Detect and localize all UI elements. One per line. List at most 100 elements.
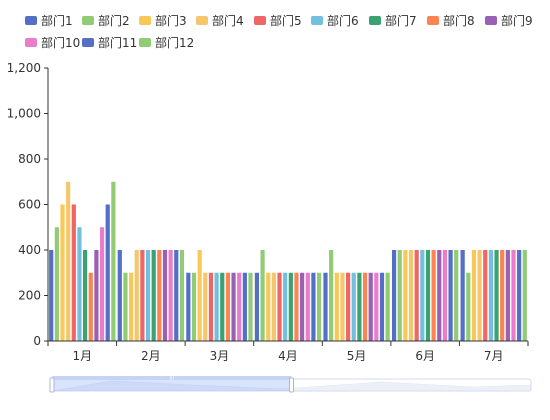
bar[interactable] xyxy=(220,272,225,341)
bar[interactable] xyxy=(517,250,522,341)
bar[interactable] xyxy=(266,272,271,341)
bar[interactable] xyxy=(151,250,156,341)
data-zoom-slider[interactable]: ||| xyxy=(49,375,532,393)
bar[interactable] xyxy=(88,272,93,341)
bar[interactable] xyxy=(94,250,99,341)
bar[interactable] xyxy=(83,250,88,341)
legend-item[interactable]: 部门10 xyxy=(25,35,80,50)
bar[interactable] xyxy=(248,272,253,341)
bar[interactable] xyxy=(283,272,288,341)
bar[interactable] xyxy=(111,181,116,341)
legend-item[interactable]: 部门2 xyxy=(82,13,130,28)
bar[interactable] xyxy=(351,272,356,341)
bar[interactable] xyxy=(191,272,197,341)
bar[interactable] xyxy=(203,272,208,341)
bar[interactable] xyxy=(346,272,351,341)
bar[interactable] xyxy=(186,272,191,341)
bar[interactable] xyxy=(145,250,151,341)
bar[interactable] xyxy=(66,181,71,341)
bar[interactable] xyxy=(385,272,390,341)
bar[interactable] xyxy=(214,272,219,341)
bar[interactable] xyxy=(391,250,397,341)
bar[interactable] xyxy=(316,272,322,341)
bar[interactable] xyxy=(340,272,345,341)
bar[interactable] xyxy=(494,250,499,341)
bar[interactable] xyxy=(403,250,408,341)
bar[interactable] xyxy=(431,250,436,341)
legend-item[interactable]: 部门9 xyxy=(485,13,533,28)
bar[interactable] xyxy=(305,272,310,341)
zoom-grip-icon[interactable]: ||| xyxy=(169,375,174,381)
bar[interactable] xyxy=(105,204,110,342)
bar[interactable] xyxy=(454,250,459,341)
bar[interactable] xyxy=(197,250,202,341)
zoom-selected-range[interactable] xyxy=(52,379,292,391)
bar[interactable] xyxy=(231,272,236,341)
bar[interactable] xyxy=(99,227,105,341)
bar[interactable] xyxy=(237,272,242,341)
bar[interactable] xyxy=(162,250,168,341)
bar[interactable] xyxy=(374,272,379,341)
bar[interactable] xyxy=(77,227,82,341)
bar[interactable] xyxy=(397,250,402,341)
bar[interactable] xyxy=(288,272,293,341)
bar[interactable] xyxy=(408,250,414,341)
bar[interactable] xyxy=(323,272,328,341)
legend-item[interactable]: 部门12 xyxy=(139,35,194,50)
bar[interactable] xyxy=(179,250,185,341)
bar[interactable] xyxy=(128,272,134,341)
bar[interactable] xyxy=(488,250,493,341)
bar[interactable] xyxy=(54,227,59,341)
bar[interactable] xyxy=(379,272,385,341)
bar[interactable] xyxy=(225,272,230,341)
bar[interactable] xyxy=(174,250,179,341)
bar[interactable] xyxy=(277,272,282,341)
legend-item[interactable]: 部门1 xyxy=(25,13,73,28)
bar[interactable] xyxy=(357,272,362,341)
zoom-handle-start[interactable] xyxy=(49,377,55,393)
bar[interactable] xyxy=(49,250,54,341)
bar[interactable] xyxy=(477,250,482,341)
zoom-handle-end[interactable] xyxy=(289,377,294,393)
bar[interactable] xyxy=(329,250,334,341)
bar[interactable] xyxy=(254,272,260,341)
bar[interactable] xyxy=(123,272,128,341)
bar[interactable] xyxy=(466,272,471,341)
bar[interactable] xyxy=(271,272,276,341)
bar[interactable] xyxy=(460,250,465,341)
bar[interactable] xyxy=(362,272,368,341)
bar[interactable] xyxy=(368,272,373,341)
bar[interactable] xyxy=(300,272,305,341)
bar[interactable] xyxy=(117,250,122,341)
bar[interactable] xyxy=(420,250,425,341)
legend-item[interactable]: 部门11 xyxy=(82,35,137,50)
bar[interactable] xyxy=(505,250,510,341)
bar[interactable] xyxy=(437,250,442,341)
bar[interactable] xyxy=(294,272,299,341)
bar[interactable] xyxy=(442,250,448,341)
bar[interactable] xyxy=(134,250,139,341)
bar[interactable] xyxy=(60,204,65,342)
bar[interactable] xyxy=(311,272,316,341)
bar[interactable] xyxy=(334,272,339,341)
legend-item[interactable]: 部门5 xyxy=(254,13,302,28)
bar[interactable] xyxy=(260,250,265,341)
bar[interactable] xyxy=(471,250,477,341)
legend-item[interactable]: 部门3 xyxy=(139,13,187,28)
legend-item[interactable]: 部门6 xyxy=(311,13,359,28)
bar[interactable] xyxy=(425,250,431,341)
bar[interactable] xyxy=(140,250,145,341)
bar[interactable] xyxy=(483,250,488,341)
zoom-move-bar[interactable] xyxy=(52,376,292,380)
bar[interactable] xyxy=(500,250,505,341)
bar[interactable] xyxy=(511,250,516,341)
bar[interactable] xyxy=(522,250,527,341)
legend-item[interactable]: 部门8 xyxy=(427,13,475,28)
bar[interactable] xyxy=(208,272,214,341)
bar[interactable] xyxy=(448,250,453,341)
legend-item[interactable]: 部门7 xyxy=(369,13,417,28)
bar[interactable] xyxy=(157,250,162,341)
bar[interactable] xyxy=(71,204,76,342)
bar[interactable] xyxy=(414,250,419,341)
bar[interactable] xyxy=(168,250,173,341)
